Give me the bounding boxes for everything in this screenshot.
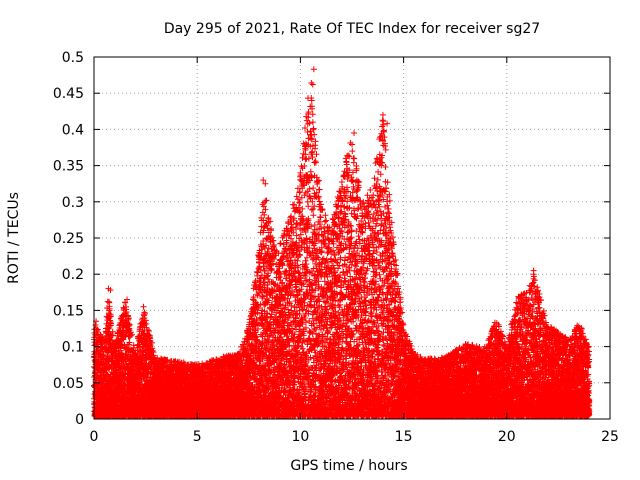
data-points: [91, 66, 593, 420]
data-point: [92, 321, 99, 328]
